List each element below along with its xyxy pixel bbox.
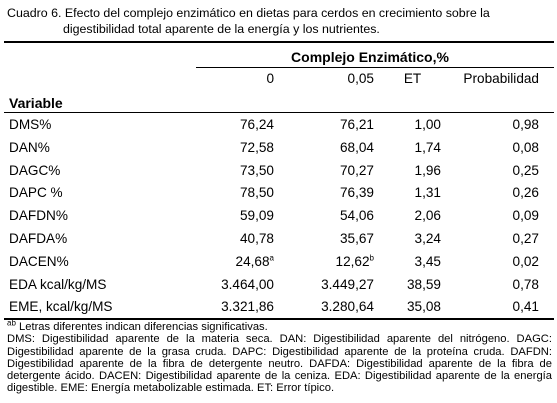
row-label: DAGC% xyxy=(9,163,61,178)
bottom-rule xyxy=(4,318,554,320)
cell-et: 1,74 xyxy=(414,140,441,155)
cell-0: 40,78 xyxy=(239,231,274,246)
group-header-rule xyxy=(196,67,554,68)
cell-value: 12,62 xyxy=(335,254,370,269)
cell-value: 24,68 xyxy=(235,254,270,269)
row-label: DMS% xyxy=(9,117,52,132)
cell-0: 78,50 xyxy=(239,185,274,200)
cell-et: 2,06 xyxy=(414,208,441,223)
caption-line-2: digestibilidad total aparente de la ener… xyxy=(63,22,380,36)
cell-probabilidad: 0,98 xyxy=(512,117,539,132)
cell-0: 24,68a xyxy=(196,254,274,270)
cell-005: 76,39 xyxy=(339,185,374,200)
table-caption: Cuadro 6. Efecto del complejo enzimático… xyxy=(7,5,552,37)
row-label: EME, kcal/kg/MS xyxy=(9,299,113,314)
caption-line-1: Cuadro 6. Efecto del complejo enzimático… xyxy=(7,6,490,20)
cell-005: 70,27 xyxy=(339,163,374,178)
significance-superscript: a xyxy=(269,253,274,263)
cell-probabilidad: 0,27 xyxy=(512,231,539,246)
cell-005: 3.280,64 xyxy=(321,299,374,314)
cell-005: 35,67 xyxy=(339,231,374,246)
cell-0: 3.464,00 xyxy=(221,277,274,292)
cell-0: 3.321,86 xyxy=(221,299,274,314)
row-header-variable: Variable xyxy=(9,95,63,111)
col-header-0: 0 xyxy=(266,71,274,86)
footnote-significance-text: Letras diferentes indican diferencias si… xyxy=(15,321,268,333)
cell-et: 3,45 xyxy=(414,254,441,269)
cell-et: 1,00 xyxy=(414,117,441,132)
cell-et: 38,59 xyxy=(406,277,441,292)
row-label: DAN% xyxy=(9,140,50,155)
cell-probabilidad: 0,25 xyxy=(512,163,539,178)
top-rule xyxy=(4,41,554,43)
footnote-superscript: ab xyxy=(7,318,16,328)
cell-et: 1,31 xyxy=(414,185,441,200)
row-label: DAFDA% xyxy=(9,231,68,246)
cell-probabilidad: 0,09 xyxy=(512,208,539,223)
column-group-header: Complejo Enzimático,% xyxy=(291,49,449,65)
row-label: EDA kcal/kg/MS xyxy=(9,277,107,292)
footnote-significance: ab Letras diferentes indican diferencias… xyxy=(7,318,552,333)
header-bottom-rule xyxy=(4,112,554,113)
cell-probabilidad: 0,26 xyxy=(512,185,539,200)
cell-0: 59,09 xyxy=(239,208,274,223)
col-header-probabilidad: Probabilidad xyxy=(463,71,539,86)
cell-0: 73,50 xyxy=(239,163,274,178)
cell-0: 76,24 xyxy=(239,117,274,132)
significance-superscript: b xyxy=(369,253,374,263)
row-label: DAPC % xyxy=(9,185,63,200)
cell-005: 76,21 xyxy=(339,117,374,132)
cell-et: 1,96 xyxy=(414,163,441,178)
cell-0: 72,58 xyxy=(239,140,274,155)
cell-probabilidad: 0,08 xyxy=(512,140,539,155)
col-header-005: 0,05 xyxy=(347,71,374,86)
cell-005: 54,06 xyxy=(339,208,374,223)
table-footnotes: ab Letras diferentes indican diferencias… xyxy=(7,318,552,395)
cell-probabilidad: 0,78 xyxy=(512,277,539,292)
cell-et: 35,08 xyxy=(406,299,441,314)
cell-probabilidad: 0,02 xyxy=(512,254,539,269)
cell-et: 3,24 xyxy=(414,231,441,246)
cell-005: 3.449,27 xyxy=(321,277,374,292)
col-header-et: ET xyxy=(403,71,422,86)
row-label: DACEN% xyxy=(9,254,69,269)
cell-probabilidad: 0,41 xyxy=(512,299,539,314)
row-label: DAFDN% xyxy=(9,208,68,223)
cell-005: 68,04 xyxy=(339,140,374,155)
footnote-abbreviations: DMS: Digestibilidad aparente de la mater… xyxy=(7,333,552,395)
cell-005: 12,62b xyxy=(296,254,374,270)
